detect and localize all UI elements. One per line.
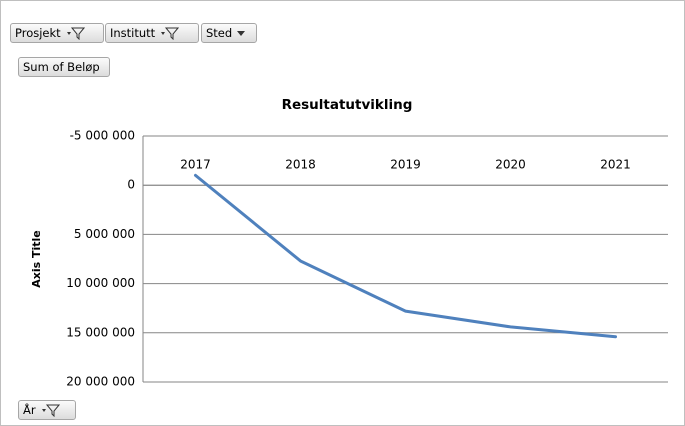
y-axis-title: Axis Title [30,230,43,288]
x-tick-label: 2018 [285,158,316,172]
dropdown-icon [237,31,246,36]
y-tick-label: 0 [127,178,135,192]
value-field-button[interactable]: Sum of Beløp [18,57,110,77]
chart-title: Resultatutvikling [282,97,413,113]
y-tick-label: 10 000 000 [66,276,135,290]
x-tick-label: 2021 [600,158,631,172]
x-tick-label: 2019 [390,158,421,172]
y-tick-label: -5 000 000 [70,129,135,143]
filter-button[interactable]: Institutt [105,23,199,43]
axis-field-button[interactable]: År [18,400,76,420]
x-tick-label: 2017 [180,158,211,172]
filter-icon [161,27,180,40]
value-field-label: Sum of Beløp [23,60,100,74]
y-tick-label: 20 000 000 [66,375,135,389]
filter-button[interactable]: Sted [201,23,257,43]
y-tick-label: 5 000 000 [74,227,135,241]
filter-button[interactable]: Prosjekt [10,23,104,43]
filter-label: Institutt [110,26,156,40]
filter-label: Prosjekt [15,26,61,40]
filter-icon [66,27,85,40]
y-tick-label: 15 000 000 [66,325,135,339]
data-line [194,173,617,339]
axis-field-label: År [23,403,36,417]
filter-icon [41,404,60,417]
x-tick-label: 2020 [495,158,526,172]
filter-label: Sted [206,26,233,40]
